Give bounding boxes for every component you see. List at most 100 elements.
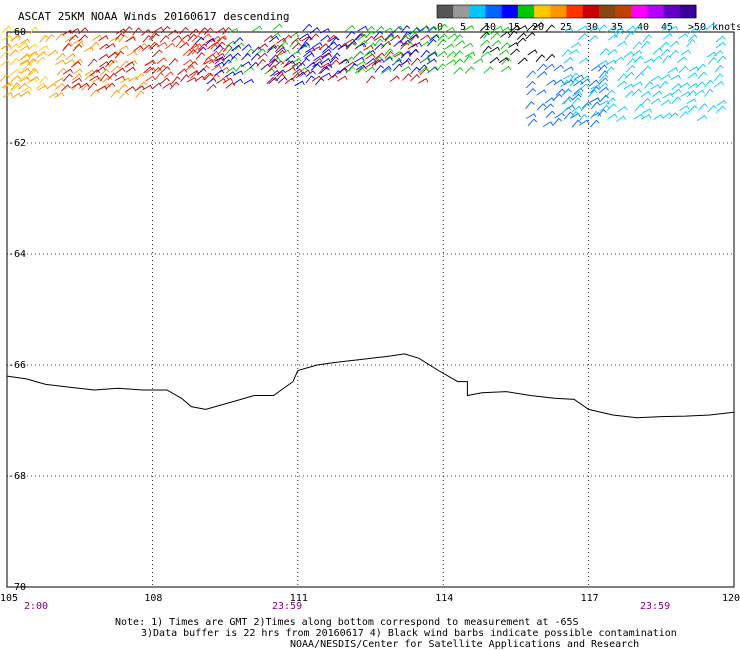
- wind-barb: [222, 26, 232, 35]
- wind-barb: [364, 26, 375, 34]
- wind-barb: [291, 57, 302, 64]
- wind-barb: [401, 57, 412, 66]
- wind-barb: [617, 106, 628, 113]
- wind-barb: [616, 40, 627, 47]
- wind-barb: [669, 49, 679, 58]
- wind-barb: [151, 66, 162, 75]
- wind-barb: [671, 88, 682, 96]
- wind-barb: [480, 39, 490, 47]
- wind-barb: [215, 27, 226, 34]
- wind-barb: [277, 76, 288, 84]
- latitude-tick-labels: -60 -62 -64 -66 -68 -70: [8, 27, 26, 593]
- wind-barb: [535, 54, 546, 63]
- wind-barb: [48, 92, 59, 98]
- wind-barb: [198, 27, 208, 35]
- wind-barb: [715, 105, 726, 114]
- wind-barb: [545, 110, 556, 119]
- wind-barb: [579, 75, 590, 82]
- wind-barb: [240, 61, 252, 67]
- wind-barb: [537, 63, 547, 72]
- wind-barb: [200, 65, 210, 73]
- latitude-tick-label: -62: [8, 138, 26, 149]
- wind-barb: [187, 61, 198, 68]
- wind-barb: [660, 99, 671, 106]
- wind-barb: [563, 66, 574, 72]
- wind-barb: [3, 81, 14, 89]
- wind-barb: [588, 35, 599, 43]
- note-line-1: Note: 1) Times are GMT 2)Times along bot…: [115, 617, 579, 628]
- wind-barb: [72, 43, 83, 52]
- wind-barb: [201, 33, 212, 41]
- wind-barb: [544, 97, 555, 104]
- wind-barb: [598, 77, 609, 85]
- wind-barb: [624, 71, 635, 79]
- wind-barb: [571, 97, 581, 106]
- wind-barb: [373, 30, 384, 39]
- wind-barb: [1, 82, 12, 89]
- wind-barb: [400, 41, 410, 50]
- wind-barb: [680, 49, 691, 56]
- wind-barb: [420, 25, 430, 33]
- wind-barb: [19, 76, 31, 83]
- wind-barb: [99, 68, 110, 76]
- wind-barb: [355, 60, 367, 67]
- wind-barb: [641, 40, 651, 49]
- wind-barb: [137, 81, 147, 89]
- wind-barb: [320, 62, 331, 69]
- wind-barb: [89, 75, 100, 81]
- wind-barb: [211, 64, 222, 71]
- wind-barb: [297, 43, 307, 52]
- wind-barb: [329, 56, 339, 64]
- wind-barb: [668, 112, 679, 120]
- wind-barb: [401, 31, 411, 40]
- wind-barb: [383, 34, 395, 40]
- wind-barb: [108, 59, 118, 68]
- wind-barb: [241, 43, 252, 51]
- wind-barb: [346, 41, 357, 50]
- wind-barb: [256, 58, 267, 67]
- wind-barb: [678, 32, 689, 40]
- wind-barb: [45, 33, 55, 42]
- wind-barb: [374, 64, 384, 73]
- wind-barb: [107, 51, 118, 59]
- wind-barb: [589, 86, 600, 94]
- wind-barb: [78, 34, 89, 42]
- wind-barb: [338, 58, 350, 65]
- latitude-tick-label: -66: [8, 360, 26, 371]
- wind-barb: [0, 50, 10, 59]
- wind-barb: [545, 24, 555, 33]
- note-line-2: 3)Data buffer is 22 hrs from 20160617 4)…: [141, 628, 677, 639]
- wind-barb: [206, 83, 217, 92]
- wind-barb: [346, 40, 357, 48]
- wind-barb: [204, 72, 214, 81]
- map-title: ASCAT 25KM NOAA Winds 20160617 descendin…: [18, 10, 290, 23]
- wind-barb: [578, 33, 588, 41]
- wind-barb: [426, 51, 438, 58]
- wind-barb: [232, 78, 244, 85]
- wind-barb: [156, 64, 167, 73]
- wind-barb: [715, 41, 726, 49]
- wind-barb: [561, 98, 572, 105]
- wind-barb: [141, 28, 152, 36]
- wind-barb: [500, 65, 512, 73]
- wind-barb: [145, 67, 156, 74]
- wind-barb: [225, 47, 235, 56]
- wind-barb: [465, 51, 476, 58]
- wind-barb: [251, 46, 262, 54]
- wind-barb: [270, 32, 281, 39]
- wind-barb: [105, 59, 115, 68]
- wind-barb: [263, 35, 274, 42]
- wind-barb: [56, 52, 66, 61]
- wind-barb: [272, 23, 283, 31]
- wind-barb: [142, 34, 152, 43]
- wind-barb: [320, 58, 331, 65]
- legend-tick-label: 40: [637, 22, 649, 33]
- wind-barb: [707, 104, 717, 113]
- wind-barb: [99, 73, 110, 82]
- wind-barb: [429, 34, 440, 42]
- wind-barb: [202, 72, 212, 81]
- wind-barb: [571, 119, 582, 128]
- wind-barb: [225, 71, 236, 78]
- wind-barb: [241, 53, 251, 61]
